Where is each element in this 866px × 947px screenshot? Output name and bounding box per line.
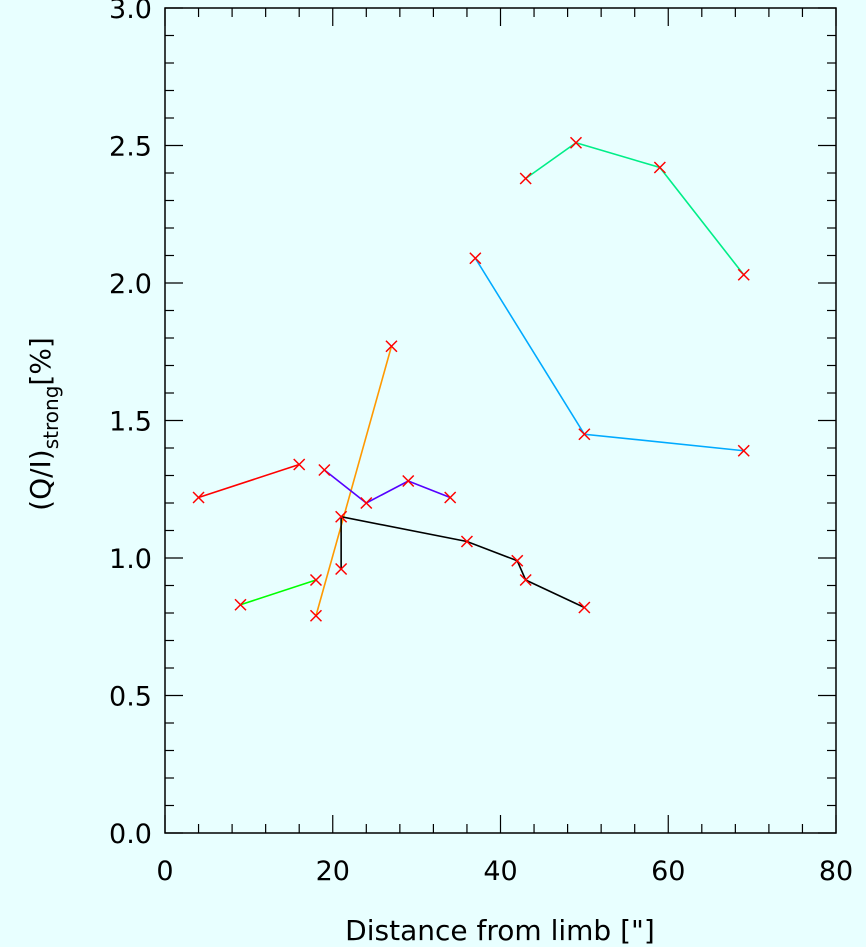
data-point-marker	[737, 444, 750, 457]
series-line	[198, 463, 300, 499]
y-axis-title-unit: [%]	[24, 337, 57, 385]
y-tick-label: 2.5	[109, 132, 152, 163]
data-point-marker	[737, 268, 750, 281]
data-point-marker	[385, 340, 398, 353]
x-tick-label: 0	[156, 856, 173, 887]
data-point-marker	[511, 554, 524, 567]
y-tick-label: 3.0	[109, 0, 152, 25]
y-axis-title-main: (Q/I)	[24, 449, 57, 511]
data-point-marker	[460, 535, 473, 548]
marker-layer	[192, 136, 750, 622]
x-tick-label: 40	[483, 856, 517, 887]
data-point-marker	[309, 609, 323, 622]
x-axis-title: Distance from limb ["]	[345, 914, 655, 947]
data-point-marker	[578, 428, 591, 441]
x-tick-label: 80	[819, 856, 853, 887]
series-line	[340, 515, 585, 609]
data-point-marker	[318, 463, 331, 477]
data-point-marker	[653, 161, 666, 174]
series-line	[525, 141, 745, 276]
data-point-marker	[293, 458, 306, 471]
data-point-marker	[360, 496, 373, 510]
x-tick-label: 60	[651, 856, 685, 887]
y-axis-title: (Q/I)strong[%]	[24, 337, 63, 511]
axes: 0 20 40 60 80 0.0 0.5 1.0 1.5 2.0 2.5 3.0	[109, 0, 853, 887]
data-point-marker	[469, 252, 482, 265]
y-tick-label: 0.5	[109, 682, 152, 713]
series-line	[323, 469, 451, 504]
y-tick-label: 2.0	[109, 269, 152, 300]
data-point-marker	[335, 510, 348, 523]
data-point-marker	[519, 172, 532, 185]
data-point-marker	[402, 474, 415, 488]
y-tick-label: 0.0	[109, 819, 152, 850]
data-point-marker	[578, 601, 591, 614]
data-point-marker	[519, 573, 532, 587]
data-point-marker	[192, 491, 205, 504]
data-point-marker	[569, 136, 583, 149]
x-tick-label: 20	[316, 856, 350, 887]
y-tick-label: 1.5	[109, 407, 152, 438]
series-line	[315, 346, 393, 616]
data-point-marker	[309, 573, 323, 587]
data-point-marker	[234, 598, 247, 611]
y-tick-label: 1.0	[109, 544, 152, 575]
data-point-marker	[335, 562, 348, 576]
series-line	[240, 579, 317, 606]
data-point-marker	[444, 491, 457, 504]
y-axis-title-sub: strong	[39, 386, 63, 450]
